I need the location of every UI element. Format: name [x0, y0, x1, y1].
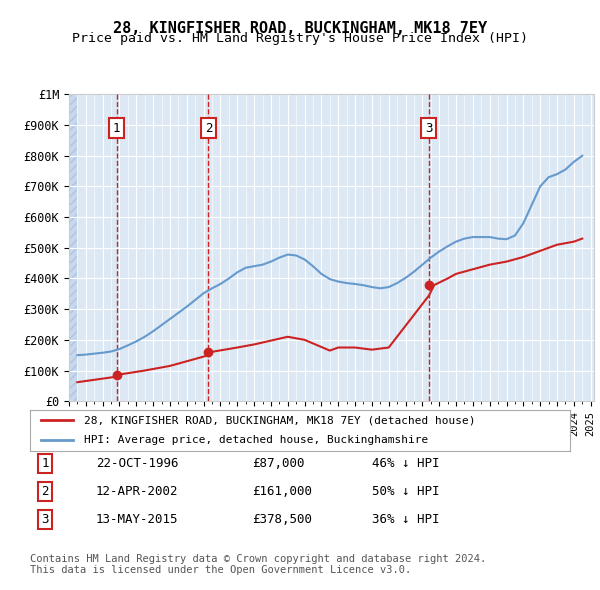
Text: 2: 2 [41, 485, 49, 498]
Bar [69, 94, 77, 401]
Text: £161,000: £161,000 [252, 485, 312, 498]
Text: 3: 3 [425, 122, 433, 135]
Bar [69, 94, 77, 401]
Text: 1: 1 [113, 122, 121, 135]
Text: £87,000: £87,000 [252, 457, 305, 470]
Text: 46% ↓ HPI: 46% ↓ HPI [372, 457, 439, 470]
Text: Contains HM Land Registry data © Crown copyright and database right 2024.
This d: Contains HM Land Registry data © Crown c… [30, 553, 486, 575]
Text: 28, KINGFISHER ROAD, BUCKINGHAM, MK18 7EY (detached house): 28, KINGFISHER ROAD, BUCKINGHAM, MK18 7E… [84, 415, 476, 425]
Text: 3: 3 [41, 513, 49, 526]
Text: 28, KINGFISHER ROAD, BUCKINGHAM, MK18 7EY: 28, KINGFISHER ROAD, BUCKINGHAM, MK18 7E… [113, 21, 487, 35]
Text: 50% ↓ HPI: 50% ↓ HPI [372, 485, 439, 498]
Text: 13-MAY-2015: 13-MAY-2015 [96, 513, 179, 526]
Text: HPI: Average price, detached house, Buckinghamshire: HPI: Average price, detached house, Buck… [84, 435, 428, 445]
Text: 12-APR-2002: 12-APR-2002 [96, 485, 179, 498]
Text: 1: 1 [41, 457, 49, 470]
Text: Price paid vs. HM Land Registry's House Price Index (HPI): Price paid vs. HM Land Registry's House … [72, 32, 528, 45]
Text: 36% ↓ HPI: 36% ↓ HPI [372, 513, 439, 526]
Text: 2: 2 [205, 122, 212, 135]
Text: £378,500: £378,500 [252, 513, 312, 526]
Text: 22-OCT-1996: 22-OCT-1996 [96, 457, 179, 470]
